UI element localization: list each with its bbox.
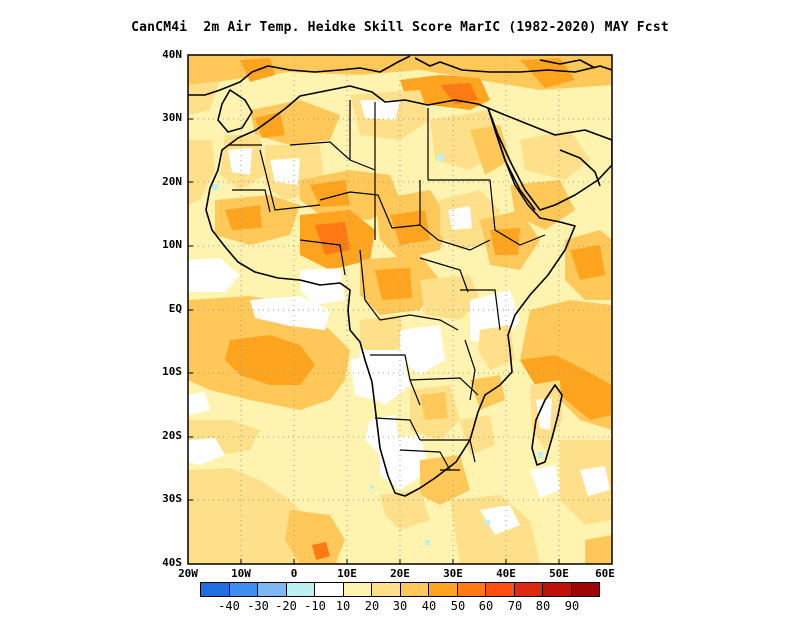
colorbar-label: 70 (507, 599, 523, 613)
lon-label-50e: 50E (549, 567, 569, 580)
colorbar-label: 80 (535, 599, 551, 613)
colorbar-swatch-13 (571, 583, 599, 596)
colorbar-label: -40 (218, 599, 240, 613)
lon-label-60e: 60E (595, 567, 615, 580)
colorbar-swatch-3 (286, 583, 315, 596)
colorbar-label: -30 (247, 599, 269, 613)
lon-label-30e: 30E (443, 567, 463, 580)
lon-label-20w: 20W (178, 567, 198, 580)
country-borders (228, 100, 546, 471)
lat-label-30s: 30S (162, 492, 182, 505)
colorbar-swatch-7 (400, 583, 429, 596)
colorbar (200, 582, 600, 597)
colorbar-swatch-10 (486, 583, 515, 596)
colorbar-swatch-4 (315, 583, 344, 596)
lat-label-10s: 10S (162, 365, 182, 378)
lat-label-40n: 40N (162, 48, 182, 61)
land-skill-patches (188, 55, 612, 530)
colorbar-label: -20 (275, 599, 297, 613)
colorbar-swatch-9 (457, 583, 486, 596)
colorbar-swatch-11 (514, 583, 543, 596)
lat-label-10n: 10N (162, 238, 182, 251)
colorbar-label: 60 (478, 599, 494, 613)
colorbar-swatch-12 (543, 583, 572, 596)
lon-label-10w: 10W (231, 567, 251, 580)
lon-label-20e: 20E (390, 567, 410, 580)
lat-label-20n: 20N (162, 175, 182, 188)
lat-label-30n: 30N (162, 111, 182, 124)
lat-label-eq: EQ (168, 302, 182, 315)
lon-label-0: 0 (290, 567, 298, 580)
colorbar-label: 40 (421, 599, 437, 613)
colorbar-label: 30 (392, 599, 408, 613)
colorbar-swatch-0 (201, 583, 230, 596)
colorbar-label: 20 (364, 599, 380, 613)
colorbar-label: 10 (335, 599, 351, 613)
colorbar-swatch-6 (372, 583, 401, 596)
colorbar-label: 90 (564, 599, 580, 613)
colorbar-swatch-1 (229, 583, 258, 596)
graticule (188, 55, 612, 564)
axis-ticks (188, 118, 560, 564)
coastlines (188, 55, 612, 497)
lat-label-40s: 40S (162, 556, 182, 569)
negative-skill-specks (212, 154, 543, 545)
colorbar-swatch-2 (258, 583, 287, 596)
lon-label-40e: 40E (496, 567, 516, 580)
colorbar-swatch-5 (343, 583, 372, 596)
map-title: CanCM4i 2m Air Temp. Heidke Skill Score … (131, 20, 669, 35)
lon-label-10e: 10E (337, 567, 357, 580)
colorbar-label: 50 (450, 599, 466, 613)
colorbar-swatch-8 (429, 583, 458, 596)
lat-label-20s: 20S (162, 429, 182, 442)
colorbar-label: -10 (304, 599, 326, 613)
